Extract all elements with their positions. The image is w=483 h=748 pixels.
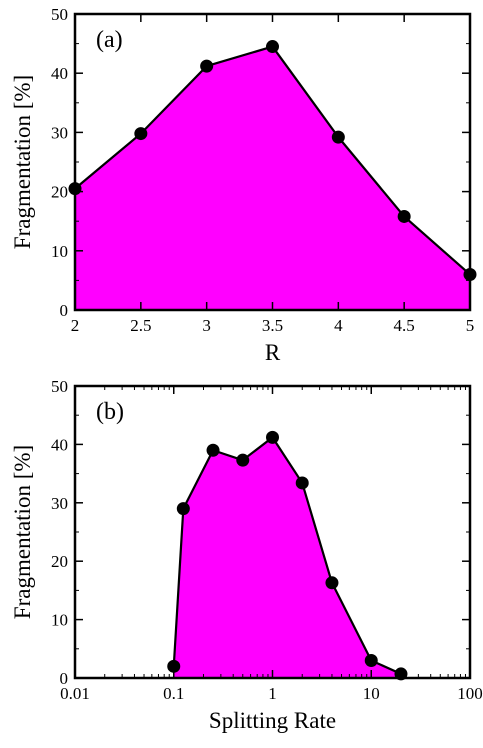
y-axis-title: Fragmentation [%] <box>10 445 35 619</box>
x-axis-title: R <box>265 340 281 365</box>
data-point <box>167 659 181 673</box>
x-tick-label: 0.1 <box>163 684 184 703</box>
x-tick-label: 4 <box>334 316 343 335</box>
y-axis-title: Fragmentation [%] <box>10 75 35 249</box>
area-fill <box>75 46 470 311</box>
x-tick-label: 0.01 <box>60 684 90 703</box>
y-tick-label: 10 <box>51 611 68 630</box>
x-tick-label: 3 <box>202 316 211 335</box>
x-tick-label: 5 <box>466 316 475 335</box>
y-tick-label: 40 <box>51 435 68 454</box>
data-point <box>266 40 279 54</box>
y-tick-label: 40 <box>51 64 68 83</box>
plot-frame <box>73 12 472 312</box>
plot-frame <box>73 384 472 680</box>
x-tick-label: 1 <box>268 684 277 703</box>
data-point <box>364 653 378 667</box>
x-tick-label: 4.5 <box>394 316 415 335</box>
data-point <box>134 127 148 141</box>
x-tick-label: 100 <box>457 684 483 703</box>
data-point <box>331 130 345 144</box>
x-axis-title: Splitting Rate <box>209 708 336 733</box>
y-tick-label: 50 <box>51 5 68 24</box>
y-tick-label: 0 <box>60 669 69 688</box>
x-tick-label: 3.5 <box>262 316 283 335</box>
area-fill <box>173 437 401 678</box>
panel-label: (a) <box>96 27 123 53</box>
data-point <box>206 443 220 457</box>
data-point <box>236 453 250 467</box>
y-tick-label: 20 <box>51 183 68 202</box>
data-point <box>176 502 190 516</box>
x-tick-label: 2.5 <box>130 316 151 335</box>
data-point <box>200 59 214 73</box>
data-point <box>325 576 339 590</box>
y-tick-label: 0 <box>60 301 69 320</box>
chart-panel-a: 0 10 20 30 40 50 2 2.5 3 3.5 4 4.5 5 R Fragmentation [… <box>10 5 477 365</box>
panel-label: (b) <box>96 399 124 425</box>
y-tick-label: 10 <box>51 242 68 261</box>
y-tick-label: 20 <box>51 552 68 571</box>
x-tick-label: 10 <box>363 684 380 703</box>
data-point <box>266 430 279 444</box>
y-tick-label: 30 <box>51 494 68 513</box>
x-tick-label: 2 <box>71 316 80 335</box>
data-point <box>295 476 309 490</box>
y-tick-label: 30 <box>51 123 68 142</box>
data-point <box>397 209 411 223</box>
y-tick-label: 50 <box>51 377 68 396</box>
chart-panel-b: 0 10 20 30 40 50 0.01 0.1 1 10 100 Splitting Rate Fr… <box>10 377 483 733</box>
